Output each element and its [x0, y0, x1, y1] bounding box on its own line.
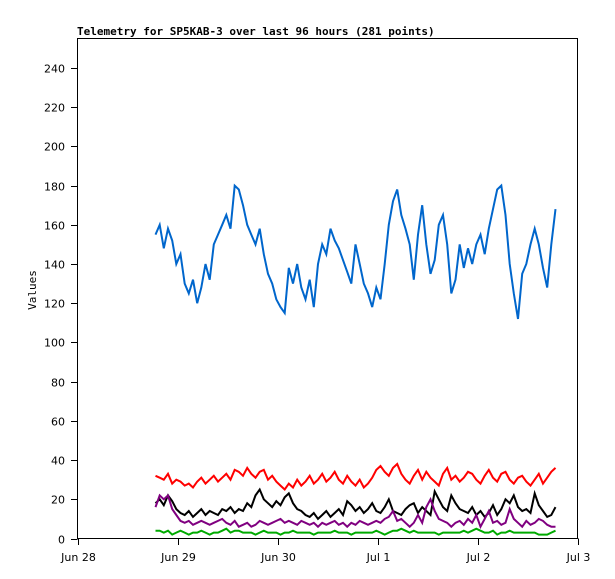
series-line-channel-4: [154, 493, 556, 530]
x-tick-label: Jun 30: [260, 551, 296, 564]
x-tick-label: Jul 2: [466, 551, 491, 564]
series-layer: [154, 183, 557, 536]
y-tick-label: 160: [44, 220, 65, 233]
x-tick-label: Jul 3: [566, 551, 591, 564]
y-tick-label: 140: [44, 259, 65, 272]
chart-title: Telemetry for SP5KAB-3 over last 96 hour…: [77, 25, 435, 38]
series-line-channel-5: [155, 527, 556, 536]
series-line-channel-1: [154, 183, 557, 320]
y-tick-label: 180: [44, 181, 65, 194]
y-tick-label: 120: [44, 298, 65, 311]
y-tick-label: 80: [51, 377, 65, 390]
y-tick-label: 0: [58, 534, 65, 547]
y-tick-label: 60: [51, 416, 65, 429]
y-tick-label: 100: [44, 337, 65, 350]
y-tick-label: 40: [51, 455, 65, 468]
x-axis: Jun 28 Jun 29 Jun 30 Jul 1 Jul 2 Jul 3: [60, 538, 591, 564]
x-tick-label: Jun 29: [160, 551, 196, 564]
x-tick-label: Jul 1: [366, 551, 391, 564]
x-tick-label: Jun 28: [60, 551, 96, 564]
series-line-channel-3: [154, 487, 557, 521]
series-line-channel-2: [155, 462, 557, 492]
y-axis: 0 20 40 60 80 100 120 140 160 180 200 220 240: [44, 63, 78, 547]
plot-frame: [77, 38, 578, 539]
y-tick-label: 220: [44, 102, 65, 115]
y-tick-label: 240: [44, 63, 65, 76]
y-tick-label: 200: [44, 141, 65, 154]
y-tick-label: 20: [51, 494, 65, 507]
y-axis-label: Values: [26, 270, 39, 310]
